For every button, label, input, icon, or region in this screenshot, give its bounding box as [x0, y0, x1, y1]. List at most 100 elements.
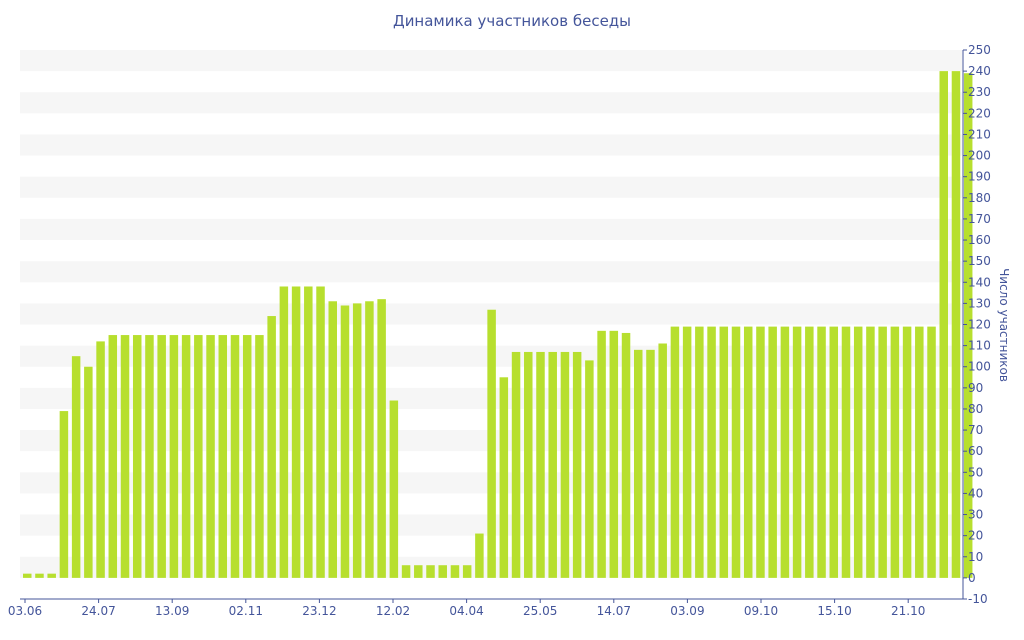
- grid-band: [20, 261, 962, 283]
- bar-series: [23, 71, 973, 578]
- bar[interactable]: [450, 565, 460, 578]
- y-tick-label: -10: [968, 592, 988, 606]
- bar[interactable]: [377, 299, 386, 578]
- bar[interactable]: [401, 565, 411, 578]
- bar[interactable]: [132, 335, 142, 578]
- bar[interactable]: [780, 326, 790, 578]
- y-tick-label: 240: [968, 64, 991, 78]
- bar[interactable]: [853, 326, 863, 578]
- grid-band: [20, 50, 962, 72]
- bar[interactable]: [939, 71, 949, 578]
- bar[interactable]: [609, 330, 619, 578]
- bar[interactable]: [585, 360, 594, 578]
- bar[interactable]: [352, 303, 362, 578]
- bar[interactable]: [695, 326, 704, 578]
- y-tick-label: 230: [968, 85, 991, 99]
- bar[interactable]: [328, 301, 338, 578]
- bar[interactable]: [963, 73, 973, 578]
- bar[interactable]: [927, 326, 936, 578]
- bar[interactable]: [731, 326, 741, 578]
- y-tick-label: 40: [968, 486, 983, 500]
- bar[interactable]: [841, 326, 851, 578]
- bar[interactable]: [267, 316, 276, 578]
- bar[interactable]: [120, 335, 130, 578]
- bar[interactable]: [646, 349, 655, 578]
- x-tick-label: 21.10: [891, 604, 925, 618]
- bar[interactable]: [291, 286, 301, 578]
- bar[interactable]: [597, 330, 606, 578]
- bar[interactable]: [792, 326, 802, 578]
- y-axis-label: Число участников: [997, 268, 1011, 382]
- bar[interactable]: [878, 326, 887, 578]
- bar[interactable]: [389, 400, 399, 578]
- grid-band: [20, 92, 962, 114]
- bar[interactable]: [524, 351, 533, 578]
- x-tick-label: 09.10: [744, 604, 778, 618]
- bar[interactable]: [866, 326, 875, 578]
- bar[interactable]: [84, 366, 93, 578]
- bar[interactable]: [682, 326, 692, 578]
- x-tick-label: 25.05: [523, 604, 557, 618]
- bar[interactable]: [756, 326, 765, 578]
- y-tick-label: 90: [968, 381, 983, 395]
- bar[interactable]: [817, 326, 826, 578]
- bar[interactable]: [536, 351, 545, 578]
- bar[interactable]: [242, 335, 252, 578]
- y-tick-label: 250: [968, 43, 991, 57]
- bar[interactable]: [890, 326, 900, 578]
- y-tick-label: 210: [968, 127, 991, 141]
- y-tick-label: 70: [968, 423, 983, 437]
- bar[interactable]: [634, 349, 643, 578]
- bar[interactable]: [805, 326, 814, 578]
- y-tick-label: 180: [968, 191, 991, 205]
- x-tick-label: 04.04: [449, 604, 483, 618]
- bar[interactable]: [951, 71, 961, 578]
- bar[interactable]: [658, 343, 667, 578]
- bar[interactable]: [902, 326, 912, 578]
- bar[interactable]: [621, 332, 631, 578]
- bar[interactable]: [279, 286, 289, 578]
- bar[interactable]: [316, 286, 325, 578]
- bar[interactable]: [157, 335, 166, 578]
- bar[interactable]: [96, 341, 105, 578]
- bar[interactable]: [71, 356, 81, 578]
- bar[interactable]: [255, 335, 264, 578]
- bar[interactable]: [340, 305, 350, 578]
- bar[interactable]: [462, 565, 472, 578]
- bar[interactable]: [670, 326, 680, 578]
- bar[interactable]: [108, 335, 118, 578]
- bar[interactable]: [206, 335, 215, 578]
- bar[interactable]: [499, 377, 509, 578]
- bar[interactable]: [707, 326, 716, 578]
- bar[interactable]: [426, 565, 435, 578]
- y-tick-label: 110: [968, 339, 991, 353]
- bar[interactable]: [548, 351, 557, 578]
- bar[interactable]: [438, 565, 447, 578]
- bar[interactable]: [511, 351, 521, 578]
- y-tick-label: 50: [968, 465, 983, 479]
- bar[interactable]: [829, 326, 839, 578]
- bar[interactable]: [304, 286, 313, 578]
- bar[interactable]: [35, 573, 44, 578]
- bar[interactable]: [47, 573, 56, 578]
- bar[interactable]: [145, 335, 154, 578]
- bar[interactable]: [230, 335, 240, 578]
- y-tick-label: 30: [968, 508, 983, 522]
- bar[interactable]: [475, 533, 484, 578]
- bar[interactable]: [915, 326, 924, 578]
- bar[interactable]: [487, 309, 496, 578]
- bar[interactable]: [743, 326, 753, 578]
- bar[interactable]: [365, 301, 374, 578]
- bar[interactable]: [768, 326, 777, 578]
- bar[interactable]: [23, 573, 32, 578]
- bar[interactable]: [414, 565, 423, 578]
- bar[interactable]: [218, 335, 228, 578]
- bar[interactable]: [194, 335, 203, 578]
- bar[interactable]: [572, 351, 582, 578]
- bar[interactable]: [560, 351, 570, 578]
- bar[interactable]: [181, 335, 191, 578]
- bar[interactable]: [59, 411, 69, 578]
- bar[interactable]: [719, 326, 729, 578]
- bar[interactable]: [169, 335, 179, 578]
